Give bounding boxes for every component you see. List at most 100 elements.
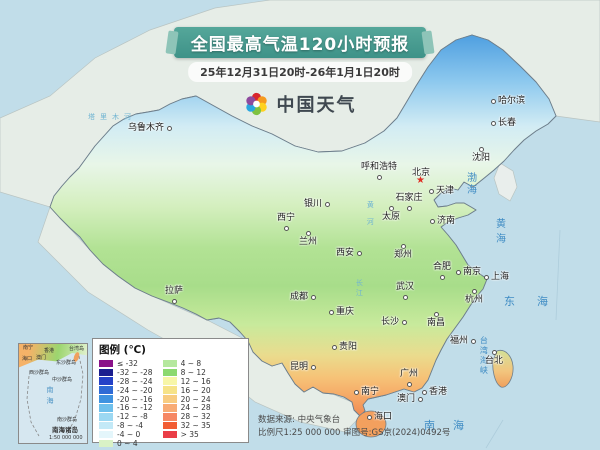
inset-label: 海口 <box>22 356 33 362</box>
legend-swatch <box>162 386 177 394</box>
city-label: 上海 <box>491 272 510 282</box>
inset-label: 东沙群岛 <box>56 360 77 366</box>
city-dot-icon <box>305 230 311 236</box>
city-dot-icon <box>171 298 177 304</box>
city-label: 昆明 <box>289 362 308 372</box>
china-weather-logo: 中国天气 <box>244 91 357 117</box>
map-title-banner: 全国最高气温120小时预报 <box>174 27 426 58</box>
city-label: 合肥 <box>432 262 452 272</box>
sea-label-东海: 东海 <box>504 295 570 308</box>
city-label: 北京 <box>411 168 431 178</box>
legend-item: 8 ~ 12 <box>162 368 211 377</box>
legend-label: -32 ~ -28 <box>117 367 153 377</box>
attribution: 数据来源: 中央气象台 比例尺1:25 000 000 审图号:GS京(2024… <box>258 414 450 440</box>
legend-label: 28 ~ 32 <box>180 412 211 422</box>
hainan-island <box>355 410 387 438</box>
city-label: 郑州 <box>393 250 413 260</box>
legend-label: 4 ~ 8 <box>180 358 202 368</box>
city-dot-icon <box>471 288 477 294</box>
pinwheel-logo-icon <box>246 92 267 116</box>
river-label-长江: 长江 <box>355 279 364 299</box>
city-label: 乌鲁木齐 <box>127 123 164 133</box>
sea-label-渤海: 渤海 <box>464 172 476 196</box>
map-scale-and-approval: 比例尺1:25 000 000 审图号:GS京(2024)0492号 <box>258 428 451 438</box>
legend-swatch <box>99 368 113 377</box>
city-label: 银川 <box>303 199 322 209</box>
city-dot-icon <box>428 188 434 194</box>
legend-item: 4 ~ 8 <box>162 358 211 368</box>
city-dot-icon <box>490 98 496 104</box>
city-label: 贵阳 <box>339 342 358 352</box>
city-dot-icon <box>483 274 489 280</box>
legend-swatch <box>99 421 113 430</box>
legend-item: > 35 <box>162 430 211 440</box>
city-label: 南昌 <box>426 318 446 328</box>
city-dot-icon <box>388 205 394 211</box>
city-label: 广州 <box>399 369 419 379</box>
city-label: 石家庄 <box>395 193 423 203</box>
city-label: 太原 <box>381 212 401 222</box>
legend-label: -8 ~ -4 <box>117 421 144 431</box>
city-label: 兰州 <box>298 237 318 247</box>
forecast-date-range: 25年12月31日20时-26年1月1日20时 <box>188 62 412 82</box>
legend-item: 20 ~ 24 <box>162 394 211 404</box>
legend-swatch <box>99 386 113 394</box>
legend-swatch <box>162 368 177 377</box>
legend-item: -16 ~ -12 <box>99 403 153 412</box>
city-label: 杭州 <box>464 295 484 305</box>
inset-label: 香港 <box>44 348 55 354</box>
city-label: 武汉 <box>395 282 415 292</box>
legend-label: -4 ~ 0 <box>117 430 141 440</box>
legend-swatch <box>99 413 113 421</box>
city-label: 西安 <box>335 248 354 258</box>
city-label: 成都 <box>289 292 308 302</box>
temperature-legend: 图例 (℃) ≤ -32 -32 ~ -28 -28 ~ -24 -24 ~ -20-… <box>92 338 249 448</box>
city-label: 海口 <box>374 412 393 422</box>
legend-swatch <box>162 377 177 385</box>
inset-label: 台湾岛 <box>69 346 85 352</box>
legend-item: -28 ~ -24 <box>99 377 153 386</box>
legend-column-1: ≤ -32 -32 ~ -28 -28 ~ -24 -24 ~ -20 -20 ~ -1… <box>99 359 153 448</box>
legend-item: 28 ~ 32 <box>162 412 211 422</box>
legend-label: > 35 <box>180 430 199 440</box>
legend-label: 32 ~ 35 <box>180 421 211 431</box>
city-dot-icon <box>166 125 172 131</box>
river-label-黄河: 黄河 <box>366 201 375 235</box>
legend-item: -24 ~ -20 <box>99 386 153 395</box>
city-label: 福州 <box>449 336 468 346</box>
inset-label: 南海诸岛 <box>52 426 78 434</box>
inset-label: 南沙群岛 <box>57 417 78 423</box>
city-label: 南京 <box>463 267 482 277</box>
city-dot-icon <box>417 396 423 402</box>
legend-swatch <box>99 359 113 368</box>
legend-swatch <box>162 404 177 412</box>
city-label: 重庆 <box>336 307 355 317</box>
legend-label: 12 ~ 16 <box>180 376 211 386</box>
city-dot-icon <box>406 381 412 387</box>
city-dot-icon <box>376 174 382 180</box>
city-label: 香港 <box>429 387 448 397</box>
legend-item: 32 ~ 35 <box>162 421 211 431</box>
city-label: 西宁 <box>276 213 296 223</box>
legend-item: -8 ~ -4 <box>99 421 153 430</box>
city-dot-icon <box>310 294 316 300</box>
city-dot-icon <box>478 146 484 152</box>
legend-swatch <box>162 421 177 430</box>
legend-item: 0 ~ 4 <box>99 439 153 448</box>
city-label: 长春 <box>498 118 517 128</box>
city-dot-icon <box>324 201 330 207</box>
city-dot-icon <box>421 389 427 395</box>
city-label: 哈尔滨 <box>498 96 526 106</box>
legend-item: -12 ~ -8 <box>99 412 153 421</box>
foreign-land-korea <box>493 162 518 202</box>
inset-label: 1:50 000 000 <box>49 435 83 441</box>
inset-label: 澳门 <box>36 355 47 361</box>
inset-label: 西沙群岛 <box>29 370 50 376</box>
legend-swatch <box>162 359 177 368</box>
legend-label: 20 ~ 24 <box>180 394 211 404</box>
city-dot-icon <box>401 319 407 325</box>
city-label: 天津 <box>436 186 455 196</box>
city-dot-icon <box>490 120 496 126</box>
